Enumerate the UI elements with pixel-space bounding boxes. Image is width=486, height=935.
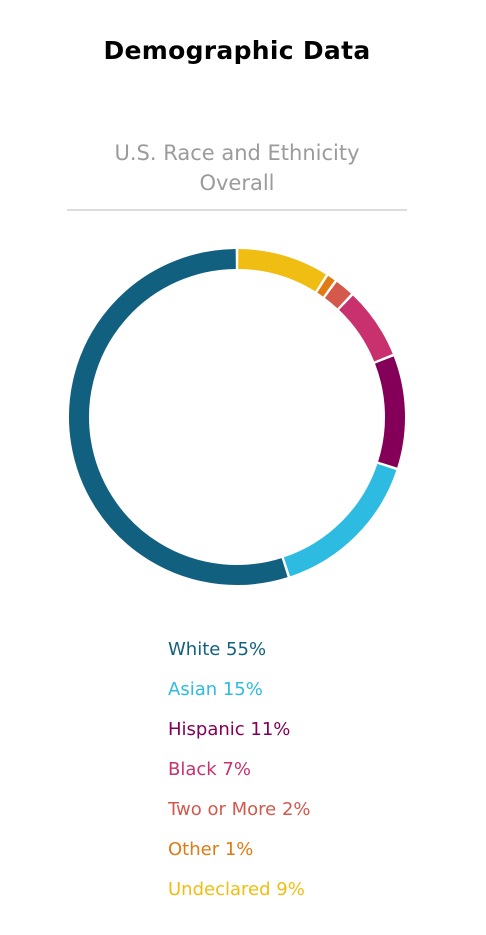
chart-title-line: U.S. Race and Ethnicity <box>114 141 360 165</box>
donut-slice-other <box>317 275 335 297</box>
donut-slice-asian <box>283 463 397 577</box>
legend-item-hispanic: Hispanic 11% <box>168 719 291 740</box>
chart-title: U.S. Race and Ethnicity Overall <box>67 138 407 198</box>
donut-slice-black <box>338 295 393 362</box>
page-title: Demographic Data <box>103 36 371 65</box>
legend-item-black: Black 7% <box>168 759 251 780</box>
donut-slice-undeclared <box>237 249 326 292</box>
chart-subtitle: Overall <box>199 171 275 195</box>
donut-slice-white <box>69 249 288 585</box>
legend-item-two-or-more: Two or More 2% <box>168 799 311 820</box>
chart-legend: White 55% Asian 15% Hispanic 11% Black 7% Tw… <box>168 636 311 916</box>
legend-item-undeclared: Undeclared 9% <box>168 879 305 900</box>
donut-slice-two-or-more <box>324 281 352 309</box>
legend-item-asian: Asian 15% <box>168 679 263 700</box>
legend-item-other: Other 1% <box>168 839 254 860</box>
donut-chart <box>69 249 405 585</box>
title-divider <box>67 209 407 211</box>
legend-item-white: White 55% <box>168 639 267 660</box>
donut-slice-hispanic <box>374 356 405 468</box>
